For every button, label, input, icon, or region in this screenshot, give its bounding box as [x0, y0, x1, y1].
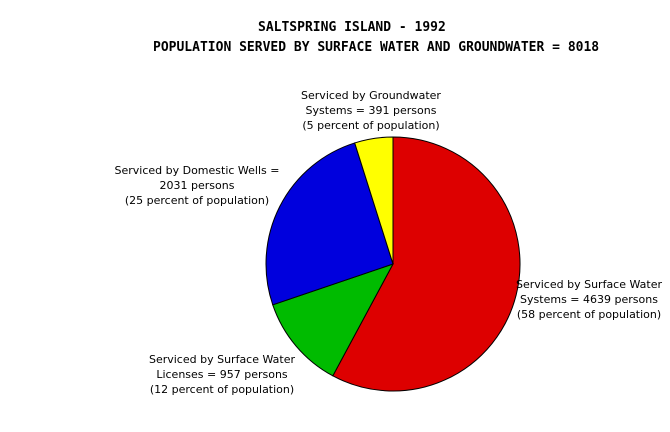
slice-label-line: Systems = 4639 persons — [520, 293, 658, 306]
slice-label-line: (58 percent of population) — [517, 308, 661, 321]
slice-label-line: (5 percent of population) — [302, 119, 439, 132]
slice-label-surface-water-systems: Serviced by Surface Water Systems = 4639 … — [516, 278, 663, 321]
pie-slice-domestic-wells — [265, 142, 394, 306]
slice-label-line: (25 percent of population) — [125, 194, 269, 207]
pie-slices — [265, 136, 521, 392]
pie-slice-surface-water-systems — [332, 136, 521, 392]
slice-label-line: 2031 persons — [160, 179, 235, 192]
chart-title: SALTSPRING ISLAND - 1992 — [258, 20, 446, 35]
slice-label-surface-water-licenses: Serviced by Surface Water Licenses = 957 … — [149, 353, 296, 396]
slice-label-groundwater-systems: Serviced by Groundwater Systems = 391 per… — [301, 89, 441, 132]
slice-label-line: Licenses = 957 persons — [156, 368, 288, 381]
pie-slice-groundwater-systems — [354, 136, 394, 265]
chart-subtitle: POPULATION SERVED BY SURFACE WATER AND G… — [153, 40, 600, 55]
slice-label-domestic-wells: Serviced by Domestic Wells = 2031 persons… — [114, 164, 279, 207]
pie-slice-surface-water-licenses — [272, 263, 395, 377]
slice-label-line: Serviced by Groundwater — [301, 89, 441, 102]
slice-label-line: Systems = 391 persons — [306, 104, 437, 117]
slice-label-line: Serviced by Domestic Wells = — [114, 164, 279, 177]
slice-label-line: Serviced by Surface Water — [516, 278, 663, 291]
pie-labels: Serviced by Surface Water Systems = 4639 … — [114, 89, 662, 396]
slice-label-line: Serviced by Surface Water — [149, 353, 296, 366]
slice-label-line: (12 percent of population) — [150, 383, 294, 396]
